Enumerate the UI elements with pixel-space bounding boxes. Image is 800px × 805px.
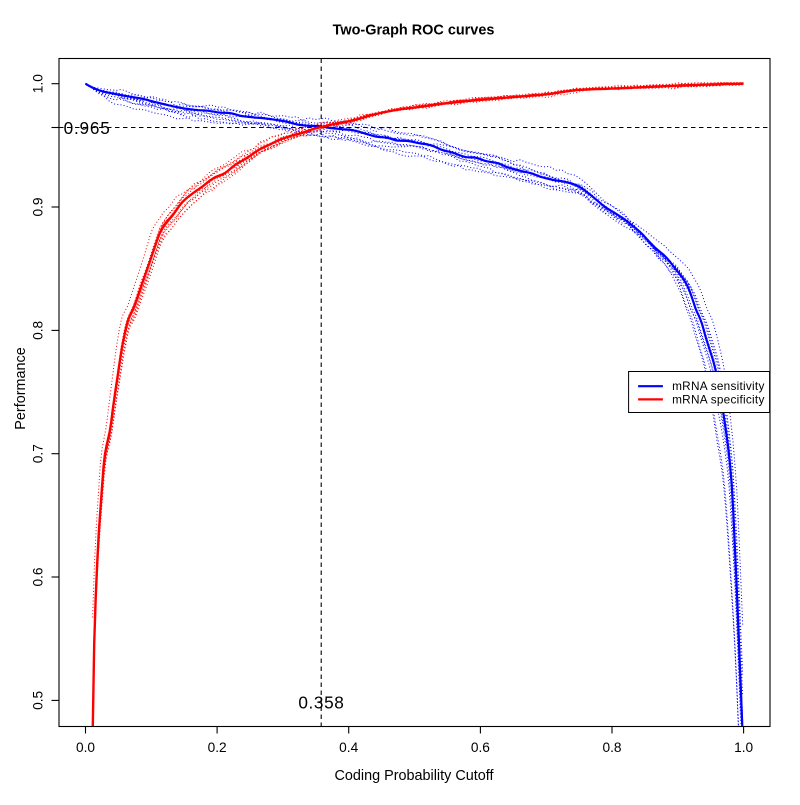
svg-text:0.8: 0.8 <box>602 740 621 755</box>
svg-text:0.7: 0.7 <box>30 444 45 463</box>
svg-text:Coding Probability Cutoff: Coding Probability Cutoff <box>335 768 495 784</box>
svg-text:Performance: Performance <box>13 347 29 429</box>
svg-text:0.4: 0.4 <box>339 740 358 755</box>
svg-text:0.2: 0.2 <box>208 740 227 755</box>
svg-text:0.5: 0.5 <box>30 691 45 710</box>
svg-text:mRNA specificity: mRNA specificity <box>672 392 765 406</box>
svg-text:1.0: 1.0 <box>734 740 753 755</box>
svg-text:0.0: 0.0 <box>76 740 95 755</box>
svg-text:mRNA sensitivity: mRNA sensitivity <box>672 379 765 393</box>
svg-text:Two-Graph ROC curves: Two-Graph ROC curves <box>333 23 495 39</box>
svg-text:0.8: 0.8 <box>30 321 45 340</box>
svg-text:0.6: 0.6 <box>471 740 490 755</box>
svg-text:0.965: 0.965 <box>64 118 111 138</box>
svg-text:0.9: 0.9 <box>30 197 45 216</box>
svg-text:1.0: 1.0 <box>30 74 45 93</box>
svg-text:0.6: 0.6 <box>30 567 45 586</box>
